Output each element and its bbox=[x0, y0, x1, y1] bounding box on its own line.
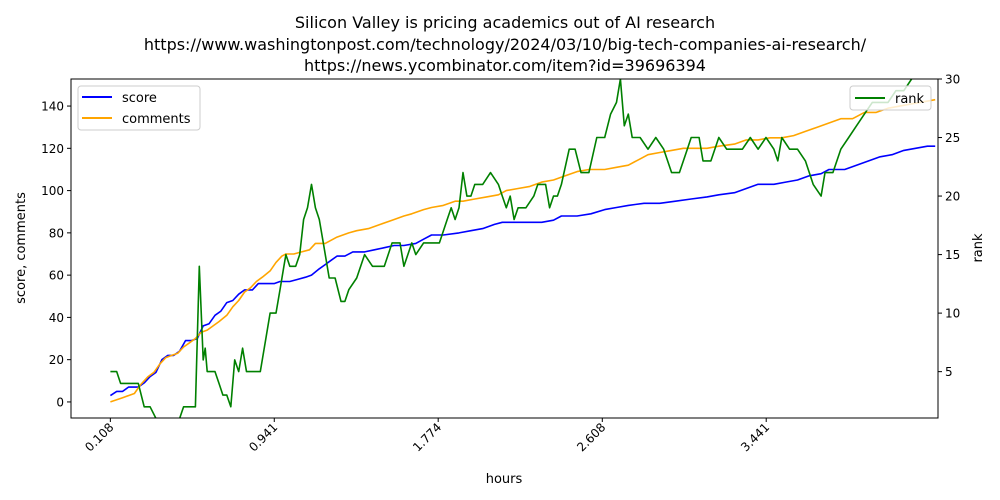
y-axis-right: 5 10 15 20 25 30 bbox=[938, 73, 960, 379]
x-tick-label: 0.108 bbox=[82, 420, 116, 454]
y-tick-right-label: 10 bbox=[945, 307, 960, 321]
series-line-comments bbox=[110, 98, 936, 403]
x-tick-label: 1.774 bbox=[410, 420, 444, 454]
y-tick-right-label: 30 bbox=[945, 73, 960, 87]
legend-right: rank bbox=[849, 85, 932, 111]
y-tick-left-label: 60 bbox=[49, 269, 64, 283]
y-tick-left-label: 0 bbox=[56, 395, 64, 409]
y-tick-right-label: 15 bbox=[945, 248, 960, 262]
series-line-score bbox=[109, 145, 936, 397]
plot-frame bbox=[70, 78, 939, 419]
series-line-rank bbox=[110, 79, 913, 418]
y-tick-right-label: 25 bbox=[945, 131, 960, 145]
title-line-2: https://www.washingtonpost.com/technolog… bbox=[144, 35, 867, 54]
x-tick-label: 3.441 bbox=[738, 420, 772, 454]
legend-left: score comments bbox=[77, 85, 201, 131]
x-tick-label: 2.608 bbox=[574, 420, 608, 454]
y-axis-left: 0 20 40 60 80 100 120 140 bbox=[41, 100, 71, 409]
series-layer bbox=[109, 79, 936, 418]
y-tick-left-label: 140 bbox=[41, 100, 64, 114]
y-tick-right-label: 5 bbox=[945, 365, 953, 379]
legend-score-label: score bbox=[122, 91, 157, 106]
legend-comments-label: comments bbox=[122, 112, 191, 127]
title-line-1: Silicon Valley is pricing academics out … bbox=[295, 13, 715, 32]
y-tick-left-label: 40 bbox=[49, 311, 64, 325]
y-axis-right-label: rank bbox=[971, 233, 986, 263]
chart-title: Silicon Valley is pricing academics out … bbox=[144, 13, 867, 75]
y-tick-right-label: 20 bbox=[945, 190, 960, 204]
legend-right-box bbox=[849, 85, 932, 111]
y-tick-left-label: 20 bbox=[49, 353, 64, 367]
legend-rank-label: rank bbox=[895, 92, 925, 107]
x-axis-label: hours bbox=[486, 472, 523, 487]
y-tick-left-label: 120 bbox=[41, 142, 64, 156]
x-tick-label: 0.941 bbox=[246, 420, 280, 454]
y-tick-left-label: 100 bbox=[41, 184, 64, 198]
title-line-3: https://news.ycombinator.com/item?id=396… bbox=[304, 56, 706, 75]
y-axis-left-label: score, comments bbox=[14, 192, 29, 304]
y-tick-left-label: 80 bbox=[49, 226, 64, 240]
x-axis: 0.108 0.941 1.774 2.608 3.441 bbox=[82, 418, 772, 454]
